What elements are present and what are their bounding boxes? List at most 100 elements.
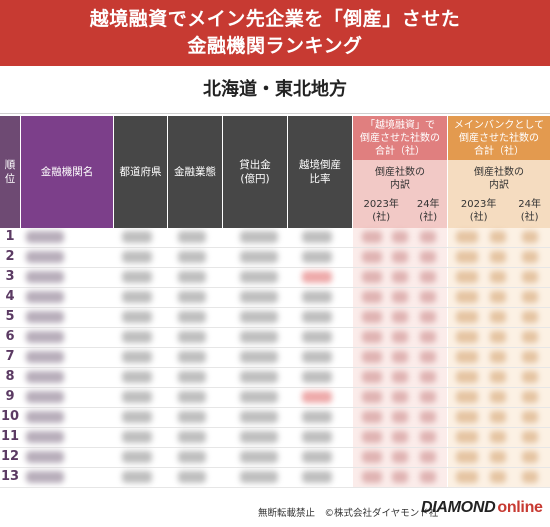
blurred-cross-total xyxy=(362,431,382,443)
header-name: 金融機関名 xyxy=(21,116,113,228)
blurred-main-2024 xyxy=(522,391,538,403)
row-divider xyxy=(0,447,550,448)
blurred-cross-2024 xyxy=(420,251,436,263)
rank-number: 8 xyxy=(5,369,15,384)
blurred-rate xyxy=(302,411,332,423)
blurred-main-2023 xyxy=(490,251,506,263)
blurred-cross-total xyxy=(362,231,382,243)
blurred-cross-2023 xyxy=(392,291,408,303)
rank-number: 11 xyxy=(0,429,20,444)
blurred-cross-2024 xyxy=(420,231,436,243)
blurred-prefecture xyxy=(122,431,152,443)
blurred-cross-total xyxy=(362,451,382,463)
group-cross-breakdown-2: 内訳 xyxy=(390,180,410,191)
blurred-main-total xyxy=(456,351,478,363)
blurred-loans xyxy=(240,331,278,343)
group-cross-breakdown-1: 倒産社数の xyxy=(375,167,425,178)
blurred-cross-2024 xyxy=(420,431,436,443)
group-cross-border: 「越境融資」で 倒産させた社数の 合計（社） 倒産社数の 内訳 2023年 (社) … xyxy=(353,116,447,228)
group-main-title-2: 倒産させた社数の xyxy=(459,133,539,144)
rank-number: 2 xyxy=(5,249,15,264)
header-rate-line1: 越境倒産 xyxy=(299,159,341,171)
blurred-main-2023 xyxy=(490,231,506,243)
blurred-main-2024 xyxy=(522,271,538,283)
header-rate: 越境倒産 比率 xyxy=(288,116,352,228)
rank-number: 1 xyxy=(5,229,15,244)
blurred-cross-2023 xyxy=(392,251,408,263)
table-row: 10 xyxy=(0,408,550,426)
blurred-bank-name xyxy=(26,271,64,283)
blurred-cross-2023 xyxy=(392,331,408,343)
diamond-online-logo[interactable]: DIAMOND online xyxy=(421,499,543,517)
blurred-loans xyxy=(240,251,278,263)
blurred-cross-2023 xyxy=(392,231,408,243)
blurred-cross-2024 xyxy=(420,371,436,383)
rank-number: 9 xyxy=(5,389,15,404)
blurred-bank-name xyxy=(26,351,64,363)
blurred-main-2024 xyxy=(522,331,538,343)
blurred-business-type xyxy=(178,291,206,303)
blurred-loans xyxy=(240,311,278,323)
blurred-cross-2023 xyxy=(392,311,408,323)
blurred-cross-2024 xyxy=(420,271,436,283)
blurred-loans xyxy=(240,451,278,463)
row-divider xyxy=(0,327,550,328)
blurred-cross-total xyxy=(362,371,382,383)
group-main-title-3: 合計（社） xyxy=(474,146,524,157)
blurred-bank-name xyxy=(26,391,64,403)
row-divider xyxy=(0,407,550,408)
blurred-cross-2024 xyxy=(420,331,436,343)
blurred-cross-2024 xyxy=(420,471,436,483)
footer: 無断転載禁止 ©株式会社ダイヤモンド社 DIAMOND online xyxy=(0,499,550,527)
blurred-cross-2023 xyxy=(392,411,408,423)
blurred-loans xyxy=(240,271,278,283)
blurred-main-total xyxy=(456,231,478,243)
blurred-bank-name xyxy=(26,411,64,423)
blurred-prefecture xyxy=(122,411,152,423)
blurred-prefecture xyxy=(122,391,152,403)
blurred-main-2023 xyxy=(490,331,506,343)
blurred-cross-total xyxy=(362,251,382,263)
rank-number: 12 xyxy=(0,449,20,464)
blurred-main-total xyxy=(456,251,478,263)
row-divider xyxy=(0,487,550,488)
blurred-rate xyxy=(302,291,332,303)
blurred-main-2023 xyxy=(490,431,506,443)
rank-number: 10 xyxy=(0,409,20,424)
blurred-main-2024 xyxy=(522,411,538,423)
group-cross-breakdown: 倒産社数の 内訳 2023年 (社) 24年 (社) xyxy=(353,162,447,228)
blurred-prefecture xyxy=(122,251,152,263)
blurred-business-type xyxy=(178,431,206,443)
region-subtitle: 北海道・東北地方 xyxy=(0,66,550,114)
blurred-main-2024 xyxy=(522,351,538,363)
group-cross-title: 「越境融資」で 倒産させた社数の 合計（社） xyxy=(353,116,447,160)
blurred-business-type xyxy=(178,411,206,423)
blurred-cross-2023 xyxy=(392,271,408,283)
blurred-main-2024 xyxy=(522,371,538,383)
blurred-main-total xyxy=(456,371,478,383)
table-row: 13 xyxy=(0,468,550,486)
rank-number: 5 xyxy=(5,309,15,324)
row-divider xyxy=(0,267,550,268)
row-divider xyxy=(0,307,550,308)
table-row: 12 xyxy=(0,448,550,466)
header-rate-line2: 比率 xyxy=(309,173,331,185)
blurred-main-total xyxy=(456,291,478,303)
blurred-business-type xyxy=(178,371,206,383)
blurred-main-total xyxy=(456,311,478,323)
blurred-cross-2023 xyxy=(392,451,408,463)
blurred-rate xyxy=(302,251,332,263)
blurred-loans xyxy=(240,391,278,403)
blurred-main-2023 xyxy=(490,471,506,483)
rank-number: 13 xyxy=(0,469,20,484)
blurred-cross-2023 xyxy=(392,351,408,363)
group-main-breakdown: 倒産社数の 内訳 2023年 (社) 24年 (社) xyxy=(448,162,550,228)
title-line-1: 越境融資でメイン先企業を「倒産」させた xyxy=(89,8,461,30)
blurred-rate xyxy=(302,271,332,283)
blurred-rate xyxy=(302,311,332,323)
table-row: 2 xyxy=(0,248,550,266)
group-cross-title-1: 「越境融資」で xyxy=(365,120,435,131)
rank-number: 3 xyxy=(5,269,15,284)
blurred-prefecture xyxy=(122,351,152,363)
blurred-main-total xyxy=(456,331,478,343)
